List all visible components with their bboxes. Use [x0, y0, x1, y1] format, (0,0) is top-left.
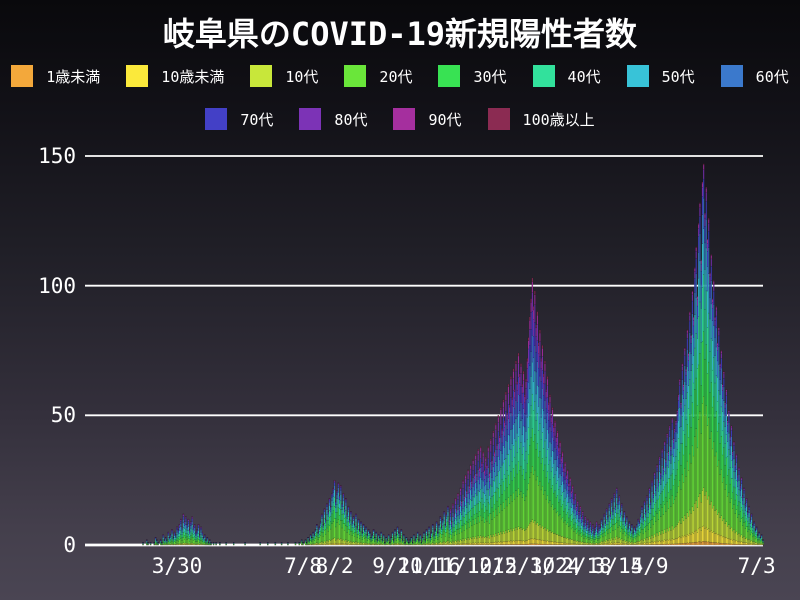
x-tick-label: 7/8	[284, 554, 322, 578]
legend-item-2: 10代	[250, 65, 318, 87]
legend-label: 100歳以上	[522, 110, 595, 129]
legend-label: 40代	[567, 67, 601, 86]
legend-swatch-icon	[11, 65, 34, 87]
legend-swatch-icon	[532, 65, 555, 87]
x-tick-label: 4/9	[630, 554, 669, 578]
legend-swatch-icon	[393, 108, 416, 130]
legend-item-1: 10歳未満	[126, 65, 224, 87]
x-tick-label: 12/30	[491, 554, 556, 578]
legend-label: 10歳未満	[161, 67, 225, 86]
legend-label: 50代	[661, 67, 695, 86]
legend-label: 90代	[428, 110, 462, 129]
chart-title: 岐阜県のCOVID-19新規陽性者数	[162, 15, 638, 53]
legend-swatch-icon	[487, 108, 510, 130]
legend-label: 80代	[334, 110, 368, 129]
x-tick-label: 8/2	[315, 554, 354, 578]
legend-item-11: 100歳以上	[487, 108, 595, 130]
x-tick-label: 7/3	[737, 554, 776, 578]
y-tick-label: 0	[63, 533, 76, 557]
x-tick-label: 11/10	[428, 554, 493, 578]
legend-item-3: 20代	[344, 65, 412, 87]
legend-item-10: 90代	[393, 108, 462, 130]
x-tick-label: 3/15	[592, 554, 644, 578]
y-tick-label: 100	[38, 273, 76, 298]
legend-item-5: 40代	[532, 65, 601, 87]
legend-label: 30代	[473, 67, 507, 86]
x-tick-label: 3/30	[151, 554, 203, 578]
x-tick-label: 1/24	[529, 554, 581, 578]
legend-swatch-icon	[720, 65, 743, 87]
legend-item-0: 1歳未満	[11, 65, 100, 87]
legend-label: 20代	[379, 67, 413, 86]
legend-label: 10代	[285, 67, 319, 86]
legend-item-8: 70代	[205, 108, 273, 130]
legend-swatch-icon	[250, 65, 273, 87]
stacked-bars	[142, 163, 764, 546]
legend-swatch-icon	[438, 65, 461, 87]
legend-label: 60代	[755, 67, 789, 86]
legend-label: 1歳未満	[46, 67, 101, 86]
x-tick-label: 10/16	[397, 554, 461, 578]
y-tick-label: 150	[38, 144, 76, 168]
legend-swatch-icon	[626, 65, 649, 87]
legend-item-6: 50代	[626, 65, 695, 87]
legend-item-4: 30代	[438, 65, 507, 87]
y-tick-label: 50	[50, 403, 76, 428]
legend-row-1: 1歳未満 10歳未満 10代 20代 30代 40代 50代 60代	[0, 63, 800, 89]
x-tick-label: 12/5	[466, 554, 518, 578]
legend-swatch-icon	[299, 108, 322, 130]
x-tick-label: 9/21	[372, 554, 423, 578]
legend-label: 70代	[240, 110, 274, 129]
legend-item-7: 60代	[720, 65, 789, 87]
legend-swatch-icon	[205, 108, 228, 130]
legend-swatch-icon	[126, 65, 149, 87]
legend-row-2: 70代 80代 90代 100歳以上	[0, 106, 800, 132]
x-tick-label: 2/18	[561, 554, 612, 578]
legend-swatch-icon	[344, 65, 367, 87]
legend-item-9: 80代	[299, 108, 367, 130]
